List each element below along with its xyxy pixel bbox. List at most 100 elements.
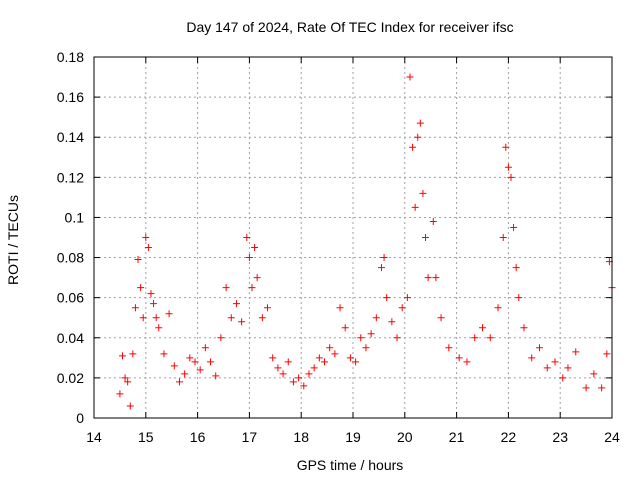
data-point <box>300 382 308 390</box>
data-point <box>512 264 520 272</box>
data-point <box>603 350 611 358</box>
data-point <box>346 354 354 362</box>
data-point <box>116 390 124 398</box>
data-point <box>341 324 349 332</box>
data-point <box>377 264 385 272</box>
data-point <box>559 374 567 382</box>
data-point <box>142 234 150 241</box>
data-point <box>258 314 266 322</box>
data-point <box>175 378 183 386</box>
data-point <box>326 344 334 352</box>
data-point <box>131 304 139 312</box>
data-point <box>336 304 344 312</box>
chart-title: Day 147 of 2024, Rate Of TEC Index for r… <box>186 19 513 35</box>
data-point <box>419 189 427 197</box>
data-point <box>118 352 126 360</box>
data-point <box>310 364 318 372</box>
data-points <box>116 73 616 410</box>
data-point <box>243 234 251 241</box>
x-tick-label: 23 <box>552 429 568 445</box>
data-point <box>321 358 329 366</box>
data-point <box>411 203 419 211</box>
data-point <box>196 366 204 374</box>
data-point <box>139 314 147 322</box>
data-point <box>134 256 142 264</box>
data-point <box>144 244 152 252</box>
data-point <box>551 358 559 366</box>
data-point <box>137 284 145 292</box>
data-point <box>251 244 259 252</box>
data-point <box>331 350 339 358</box>
x-tick-label: 19 <box>345 429 361 445</box>
data-point <box>535 344 543 352</box>
data-point <box>471 334 479 342</box>
data-point <box>507 173 515 181</box>
data-point <box>212 372 220 380</box>
data-point <box>201 344 209 352</box>
data-point <box>486 334 494 342</box>
data-point <box>388 318 396 326</box>
data-point <box>414 133 422 141</box>
data-point <box>543 364 551 372</box>
y-tick-label: 0.08 <box>57 250 84 266</box>
data-point <box>352 358 360 366</box>
data-point <box>245 254 253 262</box>
data-point <box>253 274 261 282</box>
x-tick-label: 18 <box>293 429 309 445</box>
y-tick-label: 0.18 <box>57 49 84 65</box>
y-axis-label: ROTI / TECUs <box>5 195 21 285</box>
data-point <box>406 73 414 81</box>
x-tick-label: 17 <box>242 429 258 445</box>
y-tick-label: 0.04 <box>57 330 84 346</box>
data-point <box>372 314 380 322</box>
data-point <box>502 143 510 151</box>
data-point <box>455 354 463 362</box>
x-tick-label: 16 <box>190 429 206 445</box>
y-tick-label: 0.16 <box>57 89 84 105</box>
data-point <box>222 284 230 292</box>
data-point <box>152 314 160 322</box>
data-point <box>422 234 430 241</box>
data-point <box>150 300 158 308</box>
x-tick-label: 21 <box>449 429 465 445</box>
data-point <box>217 334 225 342</box>
data-point <box>305 370 313 378</box>
data-point <box>155 324 163 332</box>
data-point <box>463 358 471 366</box>
data-point <box>165 310 173 318</box>
data-point <box>121 374 129 382</box>
data-point <box>264 304 272 312</box>
data-point <box>232 300 240 308</box>
grid-lines <box>94 57 612 418</box>
data-point <box>126 402 134 410</box>
data-point <box>590 370 598 378</box>
x-axis-label: GPS time / hours <box>297 457 404 473</box>
data-point <box>238 318 246 326</box>
data-point <box>181 370 189 378</box>
y-tick-label: 0 <box>76 410 84 426</box>
data-point <box>504 163 512 171</box>
data-point <box>315 354 323 362</box>
data-point <box>582 384 590 392</box>
y-tick-label: 0.02 <box>57 370 84 386</box>
x-tick-label: 20 <box>397 429 413 445</box>
data-point <box>515 294 523 302</box>
data-point <box>274 364 282 372</box>
data-point <box>362 344 370 352</box>
data-point <box>367 330 375 338</box>
axis-ticks: 14 15 16 17 18 19 20 21 22 23 24 0 0.02 0.04 0.06 0.08 0… <box>57 49 620 445</box>
data-point <box>416 119 424 127</box>
data-point <box>572 348 580 356</box>
data-point <box>147 290 155 298</box>
data-point <box>409 143 417 151</box>
data-point <box>432 274 440 282</box>
data-point <box>248 284 256 292</box>
data-point <box>191 358 199 366</box>
data-point <box>289 378 297 386</box>
data-point <box>479 324 486 332</box>
y-tick-label: 0.1 <box>65 209 85 225</box>
data-point <box>124 378 132 386</box>
y-tick-label: 0.06 <box>57 290 84 306</box>
